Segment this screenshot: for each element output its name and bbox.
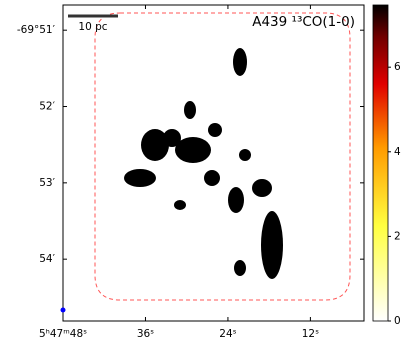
colorbar-tick-label: 0 [394,315,401,327]
y-tick-label: -69°51′ [17,24,56,36]
colorbar-tick-label: 4 [394,146,401,158]
colorbar-tick-label: 6 [394,61,401,73]
x-tick-label: 5ʰ47ᵐ48ˢ [39,328,87,340]
plot-frame [62,4,365,322]
colorbar-tick-label: 2 [394,230,401,242]
colorbar [372,4,389,322]
beam [60,307,66,313]
scale-bar-label: 10 pc [78,21,107,33]
survey-boundary [94,12,351,301]
x-tick-label: 36ˢ [137,328,154,340]
y-tick-label: 54′ [39,253,55,265]
y-tick-label: 53′ [39,177,55,189]
x-tick-label: 24ˢ [219,328,236,340]
y-tick-label: 52′ [39,101,55,113]
x-tick-label: 12ˢ [302,328,319,340]
chart-title: A439 ¹³CO(1-0) [252,14,355,30]
